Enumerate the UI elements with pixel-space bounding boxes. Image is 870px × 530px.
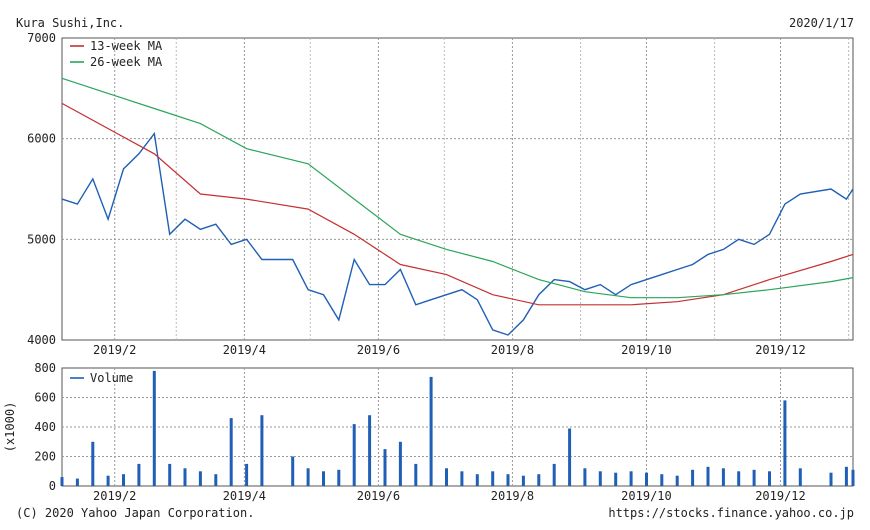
volume-y-tick-label: 800 (34, 361, 56, 375)
volume-bar (506, 474, 510, 486)
volume-bar (552, 463, 556, 486)
volume-bar (168, 463, 172, 486)
volume-bar (214, 474, 218, 486)
volume-bar (844, 466, 848, 486)
volume-bar (675, 475, 679, 486)
volume-y-tick-label: 200 (34, 450, 56, 464)
volume-bar (398, 441, 402, 487)
volume-bar (475, 474, 479, 486)
volume-bar (568, 428, 572, 486)
volume-bar (337, 469, 341, 486)
volume-x-tick-label: 2019/4 (223, 489, 266, 503)
price-plot-frame (61, 37, 854, 341)
volume-bar (537, 474, 541, 486)
volume-bar (414, 463, 418, 486)
volume-bar (491, 471, 495, 487)
volume-bar (829, 472, 833, 486)
volume-bar (783, 400, 787, 486)
volume-x-tick-label: 2019/6 (357, 489, 400, 503)
price-x-tick-label: 2019/8 (491, 343, 534, 357)
volume-bar (368, 415, 372, 486)
volume-bar (152, 370, 156, 486)
volume-bar (737, 471, 741, 487)
volume-bar (198, 471, 202, 487)
volume-bar (660, 474, 664, 486)
legend-label-ma26: 26-week MA (90, 55, 163, 69)
volume-bar (122, 474, 125, 486)
volume-bar (60, 477, 64, 486)
volume-bar (245, 463, 249, 486)
volume-bar (798, 468, 802, 486)
volume-bar (229, 418, 233, 486)
company-name: Kura Sushi,Inc. (16, 16, 125, 30)
volume-bar (260, 415, 264, 486)
legend-label-ma13: 13-week MA (90, 39, 163, 53)
volume-bar (306, 468, 310, 486)
chart-date: 2020/1/17 (788, 16, 854, 30)
volume-bar (75, 478, 79, 486)
volume-plot-frame (61, 367, 854, 487)
volume-x-tick-label: 2019/10 (621, 489, 672, 503)
legend-label-volume: Volume (90, 371, 133, 385)
series-line-ma26 (61, 77, 854, 299)
volume-bar (291, 456, 295, 486)
volume-bar (721, 468, 725, 486)
volume-bar (460, 471, 464, 487)
source-url: https://stocks.finance.yahoo.co.jp (608, 506, 854, 520)
volume-x-tick-label: 2019/2 (93, 489, 136, 503)
volume-y-tick-label: 400 (34, 420, 56, 434)
price-x-tick-label: 2019/4 (223, 343, 266, 357)
volume-bar (629, 471, 633, 487)
volume-bar (322, 471, 325, 487)
price-x-tick-label: 2019/6 (357, 343, 400, 357)
volume-bar (768, 471, 771, 487)
volume-bar (183, 468, 187, 486)
volume-bar (614, 472, 618, 486)
volume-bar (752, 469, 756, 486)
volume-bar (429, 376, 433, 486)
series-line-price (61, 131, 854, 336)
price-y-tick-label: 6000 (27, 132, 56, 146)
volume-bar (598, 471, 602, 487)
volume-bar (706, 466, 710, 486)
price-x-tick-label: 2019/12 (755, 343, 806, 357)
volume-bar (106, 475, 110, 486)
price-y-tick-label: 4000 (27, 333, 56, 347)
volume-bar (851, 469, 855, 486)
price-x-tick-label: 2019/10 (621, 343, 672, 357)
volume-bar (521, 475, 525, 486)
volume-x-tick-label: 2019/8 (491, 489, 534, 503)
price-x-tick-label: 2019/2 (93, 343, 136, 357)
volume-bar (691, 469, 695, 486)
copyright-text: (C) 2020 Yahoo Japan Corporation. (16, 506, 255, 520)
volume-bar (445, 468, 448, 486)
volume-bar (383, 449, 387, 486)
series-line-ma13 (61, 102, 854, 306)
volume-x-tick-label: 2019/12 (755, 489, 806, 503)
volume-bar (91, 441, 95, 487)
price-y-tick-label: 7000 (27, 31, 56, 45)
price-y-tick-label: 5000 (27, 232, 56, 246)
volume-bar (583, 468, 587, 486)
volume-y-tick-label: 600 (34, 391, 56, 405)
volume-bar (137, 463, 141, 486)
volume-bar (645, 472, 648, 486)
volume-unit-label: (x1000) (3, 402, 17, 453)
volume-y-tick-label: 0 (49, 479, 56, 493)
volume-bar (352, 424, 356, 486)
